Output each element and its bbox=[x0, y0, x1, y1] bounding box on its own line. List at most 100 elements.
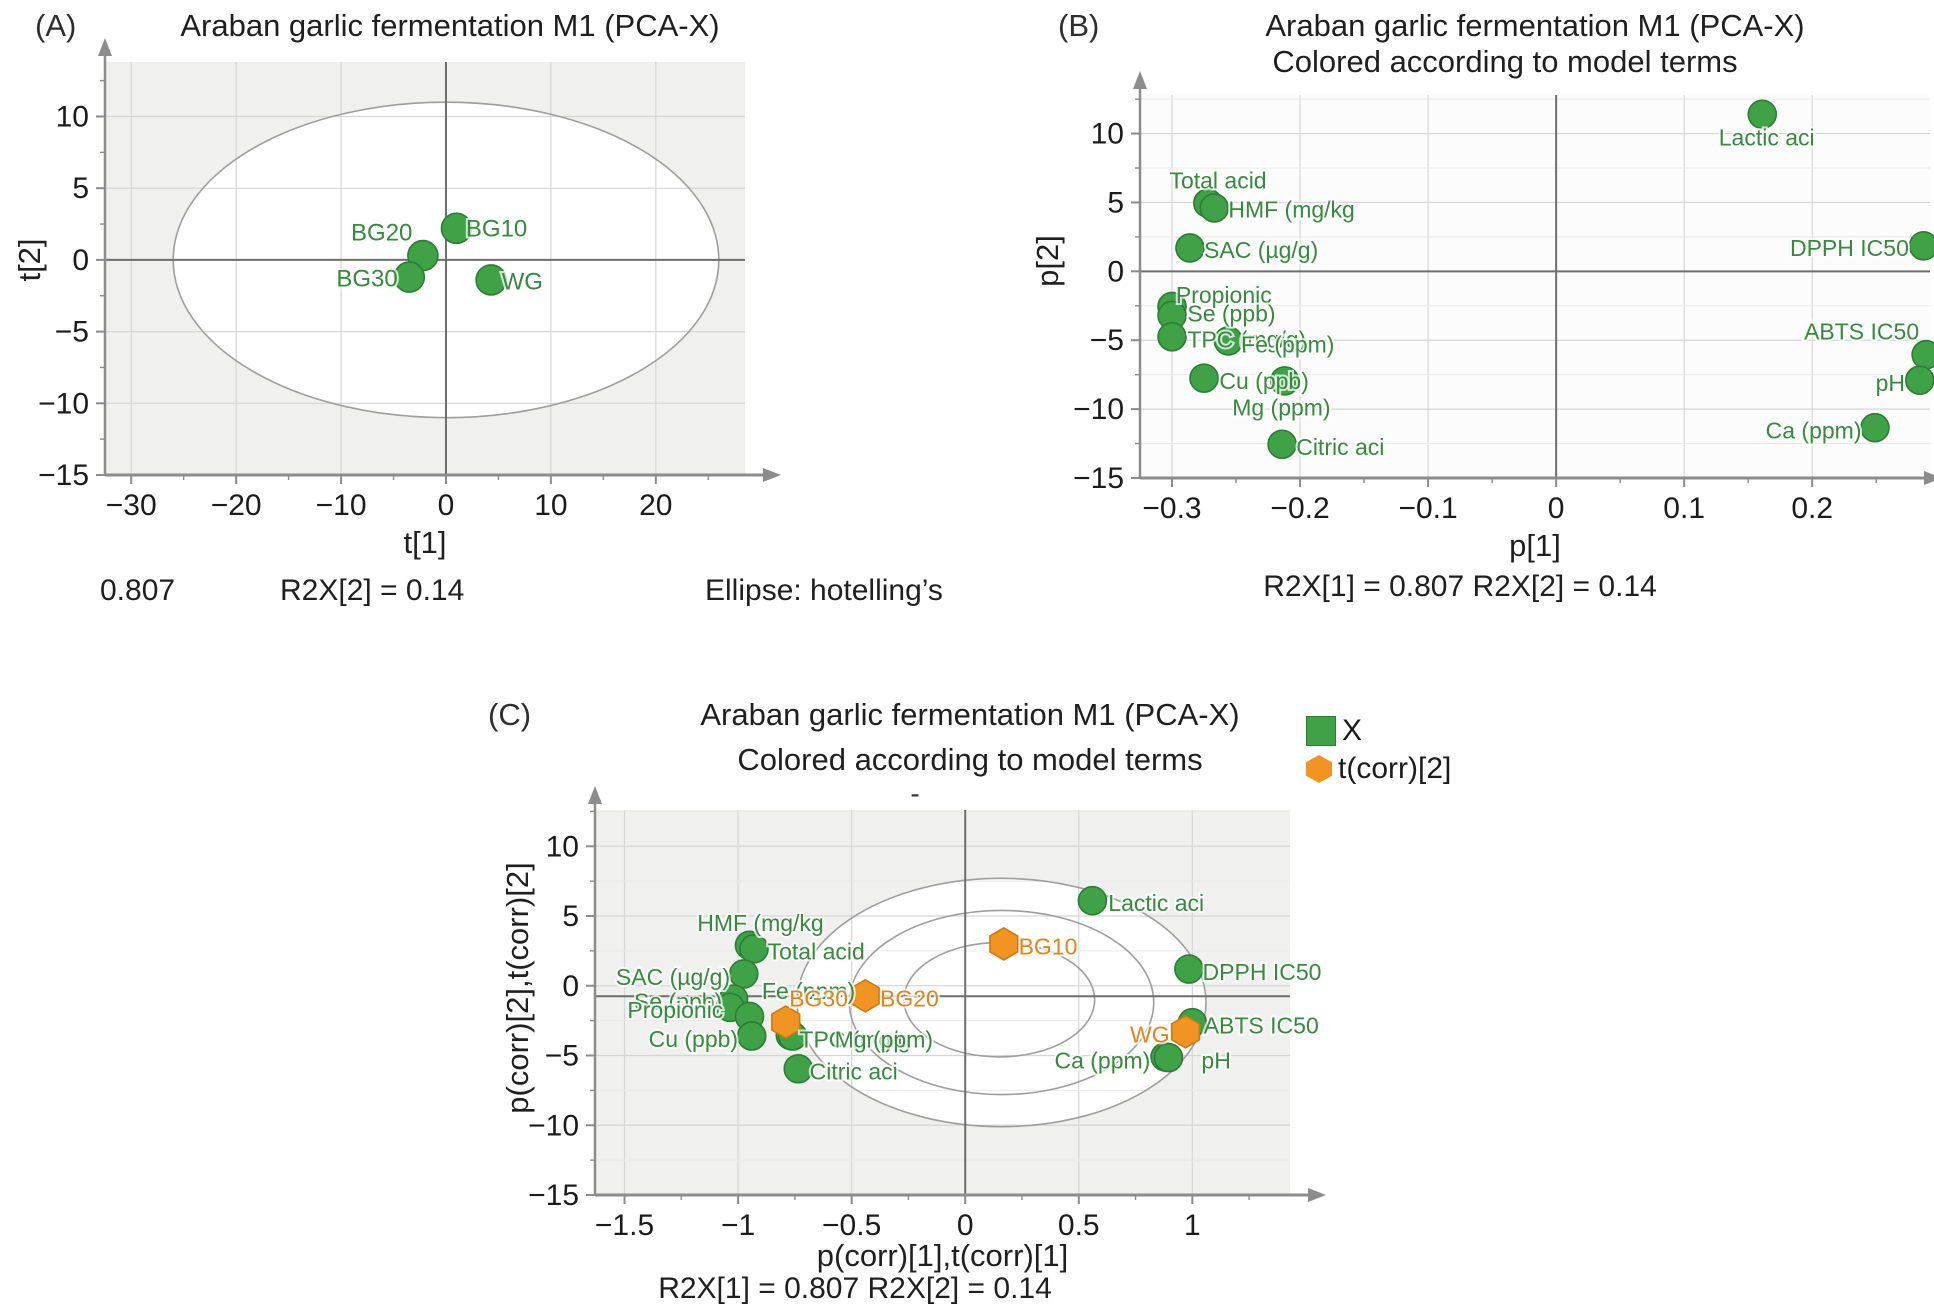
point-label-Citric aci: Citric aci bbox=[810, 1059, 898, 1085]
marker-SAC (µg/g) bbox=[728, 959, 759, 989]
chart-c-scatter: −1.5 −1 −0.5 0 0.5 1 −15 −10 −5 0 5 10 Lactic aci HMF… bbox=[528, 786, 1326, 1242]
panel-a-title: Araban garlic fermentation M1 (PCA-X) bbox=[180, 8, 720, 43]
panel-c-tag: (C) bbox=[488, 697, 532, 732]
y-tick-label: 0 bbox=[72, 244, 89, 277]
x-tick-label: −0.3 bbox=[1142, 492, 1201, 525]
point-label-DPPH IC50: DPPH IC50 bbox=[1203, 959, 1322, 985]
panel-b-caption: R2X[1] = 0.807 R2X[2] = 0.14 bbox=[1263, 570, 1657, 603]
ellipse-fill-0 bbox=[797, 878, 1206, 1127]
point-label-pH: pH bbox=[1876, 370, 1905, 396]
marker-Cu (ppb) bbox=[1189, 363, 1219, 393]
point-label-TPC (mg/g: TPC (mg/g bbox=[799, 1026, 910, 1052]
point-label-Fe (ppm): Fe (ppm) bbox=[1241, 331, 1334, 357]
y-tick-label: −5 bbox=[1090, 324, 1124, 357]
marker-DPPH IC50 bbox=[1908, 231, 1934, 261]
panel-b-title: Araban garlic fermentation M1 (PCA-X) bbox=[1265, 8, 1805, 43]
x-tick-label: 1 bbox=[1184, 1209, 1201, 1242]
x-tick-label: −1.5 bbox=[595, 1209, 654, 1242]
y-tick-label: 5 bbox=[1107, 186, 1124, 219]
x-tick-label: 0 bbox=[1548, 492, 1565, 525]
point-label-Lactic aci: Lactic aci bbox=[1719, 125, 1815, 151]
stray-dash: - bbox=[910, 778, 920, 809]
x-tick-label: −20 bbox=[211, 489, 262, 522]
point-label-TPC (mg/g): TPC (mg/g) bbox=[1187, 327, 1306, 353]
marker-Lactic aci bbox=[1077, 885, 1108, 916]
marker-WG bbox=[475, 264, 507, 296]
x-tick-label: 10 bbox=[534, 489, 567, 522]
x-tick-label: 0.1 bbox=[1663, 492, 1705, 525]
point-label-pH: pH bbox=[1201, 1047, 1230, 1073]
hotelling-ellipse-0 bbox=[796, 877, 1207, 1128]
panel-a-caption-left: 0.807 bbox=[100, 574, 176, 607]
marker-Total acid bbox=[739, 933, 769, 964]
panel-c-title: Araban garlic fermentation M1 (PCA-X) bbox=[700, 697, 1240, 732]
y-axis-arrow-icon bbox=[1133, 71, 1147, 89]
panel-a-xaxis-label: t[1] bbox=[403, 525, 447, 560]
point-label-Se (ppb): Se (ppb) bbox=[634, 988, 722, 1014]
point-label-Cu (ppb): Cu (ppb) bbox=[649, 1026, 738, 1052]
y-tick-label: −10 bbox=[1073, 393, 1124, 426]
y-tick-label: 0 bbox=[1107, 255, 1124, 288]
x-axis-arrow-icon bbox=[1308, 1188, 1326, 1202]
point-label-WG: WG bbox=[502, 268, 543, 295]
hotelling-ellipse-1 bbox=[848, 909, 1155, 1096]
point-label-Total acid: Total acid bbox=[768, 939, 865, 965]
point-label-SAC (µg/g): SAC (µg/g) bbox=[616, 964, 730, 990]
y-tick-label: 5 bbox=[562, 900, 579, 933]
x-axis-arrow-icon bbox=[763, 468, 781, 482]
y-tick-label: −15 bbox=[1073, 462, 1124, 495]
y-tick-label: −15 bbox=[528, 1179, 579, 1212]
marker-BG30 bbox=[771, 1005, 801, 1039]
marker-pH bbox=[1904, 365, 1934, 395]
panel-b-yaxis-label: p[2] bbox=[1030, 235, 1065, 287]
point-label-Propionic: Propionic bbox=[1176, 282, 1272, 308]
x-tick-label: 0.2 bbox=[1791, 492, 1833, 525]
legend-item-x: X bbox=[1306, 712, 1451, 750]
panel-a-tag: (A) bbox=[35, 8, 77, 43]
x-tick-label: 20 bbox=[639, 489, 672, 522]
marker-HMF (mg/kg bbox=[1199, 193, 1230, 223]
x-tick-label: 0 bbox=[957, 1209, 974, 1242]
point-label-Cu (ppb): Cu (ppb) bbox=[1219, 368, 1308, 394]
point-label-BG30: BG30 bbox=[789, 986, 848, 1012]
y-tick-label: −10 bbox=[528, 1109, 579, 1142]
x-tick-label: −0.2 bbox=[1270, 492, 1329, 525]
point-label-Ca (ppm): Ca (ppm) bbox=[1766, 417, 1862, 443]
point-label-Ca (ppm): Ca (ppm) bbox=[1054, 1047, 1150, 1073]
point-label-Fe (ppm): Fe (ppm) bbox=[762, 978, 855, 1004]
plot-background bbox=[1140, 95, 1930, 478]
panel-c-caption: R2X[1] = 0.807 R2X[2] = 0.14 bbox=[658, 1272, 1052, 1305]
marker-Cu (ppb) bbox=[736, 1021, 767, 1051]
point-label-Mg (ppm): Mg (ppm) bbox=[1232, 395, 1330, 421]
marker-ABTS IC50 bbox=[1911, 339, 1934, 370]
panel-c-xaxis-label: p(corr)[1],t(corr)[1] bbox=[816, 1238, 1069, 1273]
point-label-BG10: BG10 bbox=[466, 215, 527, 242]
point-label-ABTS IC50: ABTS IC50 bbox=[1804, 318, 1919, 344]
marker-Ca (ppm) bbox=[1860, 412, 1890, 443]
y-tick-label: −10 bbox=[38, 387, 89, 420]
marker-Lactic aci bbox=[1747, 99, 1778, 130]
marker-BG30 bbox=[393, 261, 426, 293]
chart-b-scatter: −0.3 −0.2 −0.1 0 0.1 0.2 −15 −10 −5 0 5 10 Total aci… bbox=[1073, 71, 1934, 525]
x-tick-label: 0.5 bbox=[1058, 1209, 1100, 1242]
y-tick-label: −5 bbox=[55, 316, 89, 349]
panel-b-subtitle: Colored according to model terms bbox=[1272, 44, 1738, 79]
point-label-BG20: BG20 bbox=[351, 220, 412, 247]
y-tick-label: 0 bbox=[562, 970, 579, 1003]
point-label-SAC (µg/g): SAC (µg/g) bbox=[1204, 237, 1318, 263]
point-label-ABTS IC50: ABTS IC50 bbox=[1204, 1013, 1319, 1039]
marker-WG bbox=[1170, 1014, 1201, 1049]
point-label-HMF (mg/kg: HMF (mg/kg bbox=[1228, 196, 1355, 222]
point-label-Mg (ppm): Mg (ppm) bbox=[835, 1026, 933, 1052]
marker-BG10 bbox=[989, 926, 1019, 961]
y-tick-label: 5 bbox=[72, 172, 89, 205]
point-label-BG30: BG30 bbox=[336, 266, 397, 293]
marker-pH bbox=[1153, 1042, 1184, 1073]
y-tick-label: −5 bbox=[545, 1040, 579, 1073]
legend-label-tcorr2: t(corr)[2] bbox=[1338, 752, 1452, 785]
legend: X t(corr)[2] bbox=[1306, 712, 1451, 788]
marker-DPPH IC50 bbox=[1174, 954, 1204, 984]
point-label-BG20: BG20 bbox=[880, 986, 939, 1012]
y-axis-arrow-icon bbox=[588, 786, 602, 804]
